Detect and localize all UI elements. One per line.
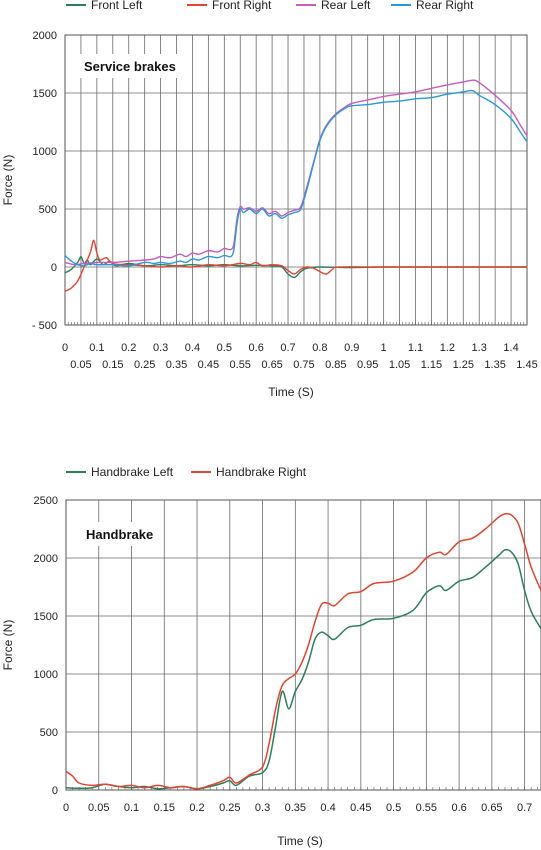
x-tick-label: 0.6 (249, 342, 264, 354)
x-tick-label: 0.05 (70, 359, 91, 371)
y-tick-label: 2000 (34, 553, 58, 565)
y-axis-label: Force (N) (1, 155, 15, 206)
x-tick-label: 0.15 (102, 359, 123, 371)
y-tick-label: 500 (40, 727, 58, 739)
x-tick-label: 0.5 (217, 342, 232, 354)
x-tick-label: 0.85 (325, 359, 346, 371)
y-axis-label: Force (N) (1, 620, 15, 671)
y-tick-label: 2500 (34, 495, 58, 507)
x-tick-label: 0.7 (280, 342, 295, 354)
x-tick-label: 1.45 (516, 359, 537, 371)
x-tick-label: 0.2 (189, 802, 204, 814)
series-line-front-right (64, 239, 527, 293)
x-tick-label: 1.15 (421, 359, 442, 371)
y-tick-label: 0 (52, 785, 58, 797)
x-tick-label: 0.7 (517, 802, 532, 814)
x-tick-label: 0.05 (88, 802, 109, 814)
x-minor-ticks (64, 322, 528, 325)
legend-label: Handbrake Left (91, 465, 174, 479)
chart-title: Handbrake (86, 527, 153, 542)
x-tick-label: 0.65 (481, 802, 502, 814)
x-tick-label: 0.35 (285, 802, 306, 814)
x-tick-label: 0.6 (451, 802, 466, 814)
plot-area (65, 499, 541, 791)
x-tick-label: 1.3 (472, 342, 487, 354)
series-line-rear-right (64, 89, 528, 267)
legend-label: Front Left (91, 0, 143, 12)
x-tick-label: 0.45 (198, 359, 219, 371)
x-tick-label: 0.9 (344, 342, 359, 354)
x-tick-label: 0 (63, 802, 69, 814)
x-tick-label: 1.35 (484, 359, 505, 371)
title-box (80, 522, 160, 546)
legend: Handbrake Left Handbrake Right (66, 465, 307, 479)
series-line-handbrake-left (65, 548, 541, 790)
x-tick-label: 0.35 (166, 359, 187, 371)
x-tick-label: 0.3 (153, 342, 168, 354)
y-tick-label: 1500 (33, 88, 57, 100)
x-tick-label: 0.75 (293, 359, 314, 371)
x-tick-label: 1.1 (408, 342, 423, 354)
series-line-handbrake-right (65, 512, 541, 790)
legend-label: Rear Right (416, 0, 474, 12)
service-brakes-chart: 2000 1500 1000 500 0 - 500 0 0.1 0.2 0.3 0.4 0.5 0.6… (1, 0, 538, 399)
chart-title: Service brakes (84, 59, 176, 74)
x-tick-label: 0.3 (255, 802, 270, 814)
x-tick-label: 1.4 (503, 342, 518, 354)
x-tick-label: 1.2 (440, 342, 455, 354)
y-tick-label: 0 (51, 262, 57, 274)
handbrake-chart: 2500 2000 1500 1000 500 00 0.05 0.1 0.15 0.2 0.25 0… (1, 465, 541, 848)
x-tick-label: 0.1 (124, 802, 139, 814)
series-lines (64, 79, 528, 293)
y-tick-label: 1000 (33, 146, 57, 158)
x-tick-label: 0.2 (121, 342, 136, 354)
y-tick-label: 500 (39, 204, 57, 216)
x-tick-label: 1.25 (453, 359, 474, 371)
x-tick-label: 0.25 (219, 802, 240, 814)
x-tick-label: 0.45 (350, 802, 371, 814)
y-tick-label: 1500 (34, 611, 58, 623)
x-tick-label: 0.8 (312, 342, 327, 354)
series-lines (65, 512, 541, 790)
x-minor-ticks (65, 787, 539, 790)
series-line-rear-left (64, 79, 528, 266)
legend: Front Left Front Right Rear Left Rear Right (66, 0, 474, 12)
legend-label: Rear Left (321, 0, 371, 12)
x-axis-label: Time (S) (277, 834, 323, 848)
y-tick-label: 1000 (34, 669, 58, 681)
x-tick-label: 0 (62, 342, 68, 354)
plot-area (64, 34, 528, 326)
x-tick-label: 0.4 (320, 802, 335, 814)
x-tick-label: 1 (381, 342, 387, 354)
x-tick-label: 0.55 (416, 802, 437, 814)
legend-label: Front Right (212, 0, 272, 12)
x-tick-label: 0.4 (185, 342, 200, 354)
x-tick-label: 0.15 (154, 802, 175, 814)
x-axis-label: Time (S) (268, 385, 314, 399)
title-box (78, 54, 182, 78)
x-tick-label: 0.25 (134, 359, 155, 371)
y-tick-label: 2000 (33, 30, 57, 42)
x-tick-label: 0.65 (261, 359, 282, 371)
x-tick-label: 0.55 (230, 359, 251, 371)
horizontal-grid (65, 92, 527, 268)
x-tick-label: 0.95 (357, 359, 378, 371)
legend-label: Handbrake Right (216, 465, 307, 479)
x-tick-label: 1.05 (389, 359, 410, 371)
y-tick-label: - 500 (32, 320, 57, 332)
x-tick-label: 0.1 (89, 342, 104, 354)
vertical-grid (98, 500, 526, 790)
x-tick-label: 0.5 (386, 802, 401, 814)
vertical-grid (80, 35, 512, 325)
